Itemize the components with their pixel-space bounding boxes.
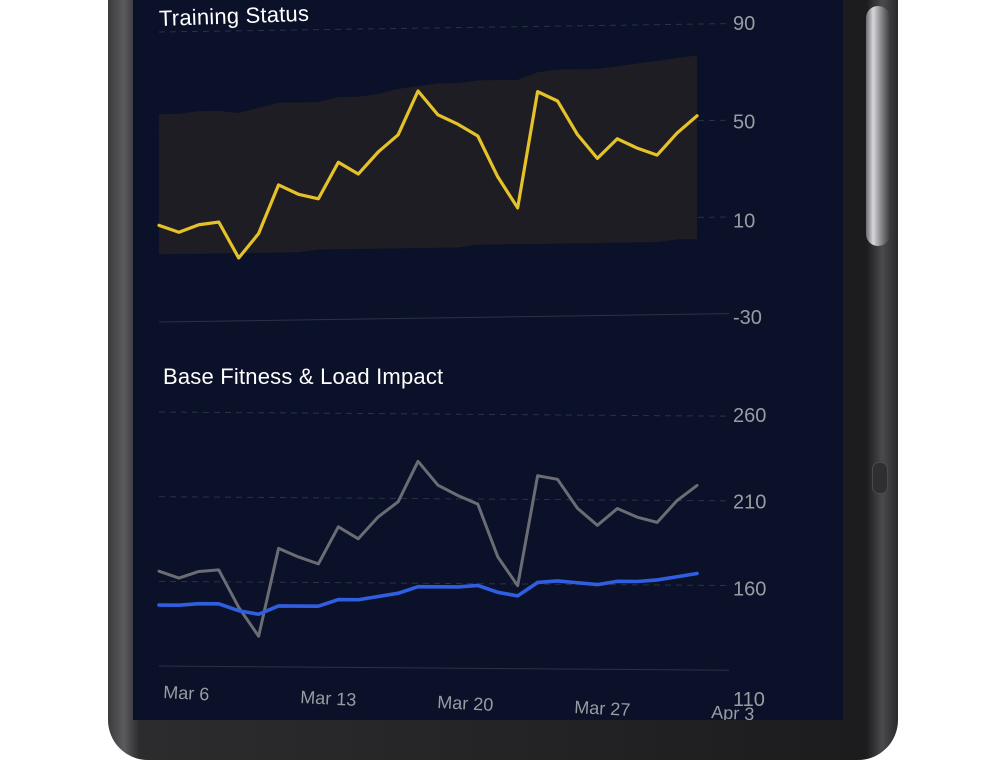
y-tick-label: 10 [733, 210, 755, 232]
y-tick-label: 160 [733, 578, 766, 600]
y-tick-label: 260 [733, 405, 766, 427]
range-band [159, 55, 697, 255]
base-fitness-line [157, 571, 699, 617]
y-tick-label: -30 [733, 307, 762, 329]
y-tick-label: 90 [733, 13, 755, 35]
y-tick-label: 50 [733, 112, 755, 134]
base-fitness-chart: 260 210 160 110 Mar 6 Mar 13 Mar 20 Mar 27 Apr 3 [157, 405, 766, 720]
gridline [158, 23, 730, 33]
base-fitness-title: Base Fitness & Load Impact [163, 364, 444, 389]
training-status-line [157, 89, 699, 260]
charts-svg: 90 50 10 -30 260 210 160 110 Mar 6 Mar 13 Mar 20 M… [157, 13, 766, 720]
gridline [158, 411, 730, 417]
x-tick-label: Apr 3 [711, 702, 755, 720]
training-status-chart: 90 50 10 -30 [157, 13, 762, 329]
x-tick-label: Mar 6 [163, 682, 210, 704]
y-tick-label: 210 [733, 492, 766, 514]
gridline [158, 580, 730, 587]
app-screen: Training Status Base Fitness & Load Impa… [133, 0, 843, 720]
side-sensor [872, 462, 888, 494]
y-tick-label: 110 [733, 689, 765, 711]
x-tick-label: Mar 20 [437, 692, 494, 715]
gridline [158, 496, 730, 502]
side-button [866, 6, 890, 246]
x-tick-label: Mar 27 [574, 697, 631, 720]
gridline [158, 313, 730, 323]
x-tick-label: Mar 13 [300, 687, 357, 710]
gridline [158, 665, 730, 671]
load-impact-line [157, 459, 699, 638]
